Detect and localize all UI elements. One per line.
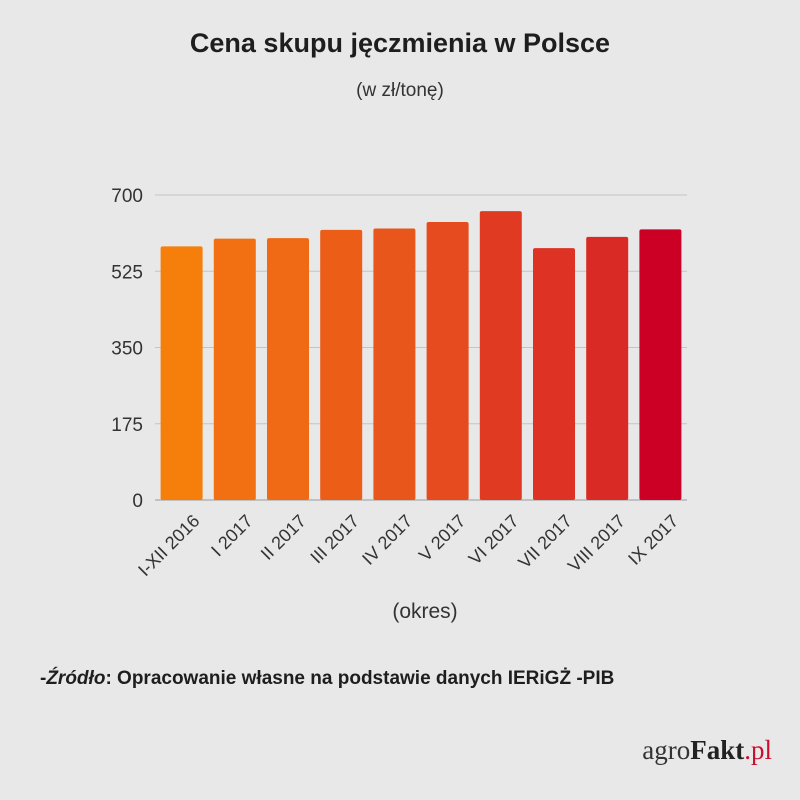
x-tick-label: V 2017 <box>415 511 469 565</box>
x-tick-label: III 2017 <box>306 511 363 568</box>
bar <box>267 238 309 500</box>
y-tick-label: 0 <box>132 491 143 512</box>
x-tick-label: II 2017 <box>257 511 310 564</box>
y-tick-label: 700 <box>111 186 143 207</box>
bar <box>479 211 522 500</box>
y-tick-label: 350 <box>111 339 143 360</box>
x-axis-label: (okres) <box>392 600 457 623</box>
y-tick-label: 525 <box>111 262 143 283</box>
x-tick-label: I 2017 <box>207 511 257 561</box>
agrofakt-logo: agroFakt.pl <box>642 735 772 766</box>
source-note: -Źródło: Opracowanie własne na podstawie… <box>40 668 614 690</box>
x-tick-label: I-XII 2016 <box>134 511 203 580</box>
x-tick-label: VI 2017 <box>465 511 523 569</box>
chart-subtitle: (w zł/tonę) <box>356 80 444 101</box>
source-label: Źródło <box>46 668 106 689</box>
bar <box>320 229 363 500</box>
bar <box>533 248 575 500</box>
y-tick-label: 175 <box>111 415 143 436</box>
y-axis-ticks: 0 175 350 525 700 <box>111 186 143 512</box>
bar <box>213 238 256 501</box>
bars <box>160 211 682 501</box>
bar <box>586 236 629 501</box>
bar <box>426 222 469 500</box>
bar <box>373 228 416 501</box>
source-prefix: - <box>40 668 47 689</box>
logo-part-agro: agro <box>642 735 691 765</box>
logo-part-tld: .pl <box>744 735 772 765</box>
bar <box>160 246 203 500</box>
bar <box>639 229 682 500</box>
logo-part-fakt: Fakt <box>690 735 745 765</box>
x-tick-label: IX 2017 <box>624 511 682 569</box>
x-tick-label: IV 2017 <box>358 511 416 569</box>
chart-title: Cena skupu jęczmienia w Polsce <box>189 28 611 58</box>
x-tick-label: VIII 2017 <box>564 511 629 576</box>
source-text: : Opracowanie własne na podstawie danych… <box>105 668 615 689</box>
